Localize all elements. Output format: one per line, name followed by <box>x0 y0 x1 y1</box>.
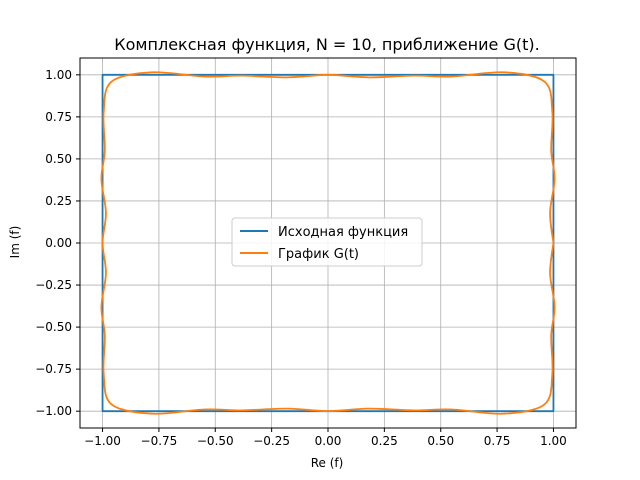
x-tick-label: −0.50 <box>197 434 234 448</box>
legend-label-approximation: График G(t) <box>278 247 359 262</box>
legend-label-original: Исходная функция <box>278 225 408 240</box>
y-tick-label: −0.50 <box>35 320 72 334</box>
x-tick-label: 0.75 <box>484 434 511 448</box>
x-tick-label: −0.25 <box>253 434 290 448</box>
y-tick-label: 0.00 <box>45 236 72 250</box>
x-tick-label: 0.50 <box>427 434 454 448</box>
x-tick-label: 0.00 <box>315 434 342 448</box>
y-tick-label: −0.25 <box>35 278 72 292</box>
y-axis-label: Im (f) <box>8 226 22 259</box>
x-tick-label: 0.25 <box>371 434 398 448</box>
y-tick-label: 0.25 <box>45 194 72 208</box>
x-tick-label: 1.00 <box>540 434 567 448</box>
axis-ticks: −1.00 −0.75 −0.50 −0.25 0.00 0.25 0.50 0.75 1.00… <box>35 68 567 448</box>
y-tick-label: 0.50 <box>45 152 72 166</box>
chart-title: Комплексная функция, N = 10, приближение… <box>114 35 539 54</box>
x-tick-label: −1.00 <box>84 434 121 448</box>
y-tick-label: 1.00 <box>45 68 72 82</box>
x-tick-label: −0.75 <box>141 434 178 448</box>
x-axis-label: Re (f) <box>311 456 344 470</box>
y-tick-label: −0.75 <box>35 362 72 376</box>
legend: Исходная функция График G(t) <box>231 217 423 267</box>
y-tick-label: −1.00 <box>35 404 72 418</box>
legend-box <box>231 217 423 267</box>
series-layer <box>100 71 556 415</box>
series-approximation-line <box>100 71 556 415</box>
y-tick-label: 0.75 <box>45 110 72 124</box>
